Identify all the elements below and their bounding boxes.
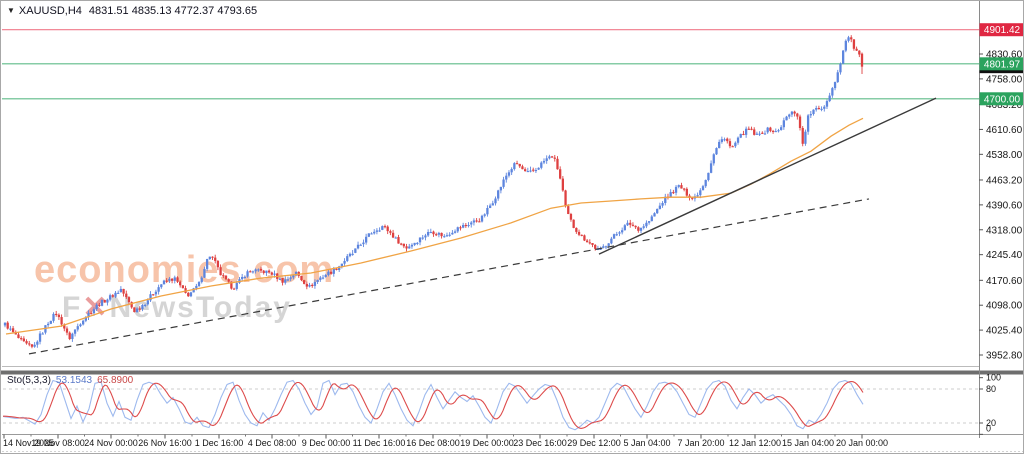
time-tick-label: 9 Dec 00:00 (302, 438, 351, 448)
time-tick-label: 4 Dec 08:00 (248, 438, 297, 448)
price-badge-price-level (979, 57, 1023, 71)
price-badge-resistance-line (979, 23, 1023, 37)
price-tick-label: 4098.00 (986, 301, 1023, 312)
stochastic-k-value: 53.1543 (55, 375, 93, 386)
price-badge-label: 4801.97 (984, 59, 1021, 70)
price-tick-label: 4025.40 (986, 326, 1023, 337)
price-tick-label: 4463.20 (986, 175, 1023, 186)
price-badge-label: 4901.42 (984, 25, 1021, 36)
ohlc-values: 4831.51 4835.13 4772.37 4793.65 (88, 5, 258, 17)
trendline-solid[interactable] (598, 97, 937, 255)
time-tick-label: 11 Dec 16:00 (353, 438, 406, 448)
watermark-sub-pre: F (62, 291, 83, 324)
price-tick-label: 4830.60 (986, 50, 1023, 61)
price-badge-support-line (979, 92, 1023, 106)
price-tick-label: 4538.00 (986, 150, 1023, 161)
stochastic-d-value: 65.8900 (97, 375, 134, 386)
stoch-d-line[interactable] (1, 380, 864, 429)
price-badge-label: 4700.00 (984, 94, 1021, 105)
time-tick-label: 29 Dec 12:00 (567, 438, 621, 448)
stochastic-label: Sto(5,3,3) 53.1543 65.8900 (7, 375, 133, 386)
stoch-tick-label: 100 (986, 373, 1001, 383)
watermark: economies.com F✕NewsToday (34, 251, 334, 323)
time-tick-label: 24 Nov 00:00 (84, 438, 138, 448)
stoch-tick-label: 20 (986, 418, 996, 428)
time-tick-label: 5 Jan 04:00 (623, 438, 670, 448)
chart-title: ▼ XAUUSD,H4 4831.51 4835.13 4772.37 4793.6… (7, 5, 257, 17)
price-tick-label: 4390.60 (986, 200, 1023, 211)
price-tick-label: 4758.00 (986, 74, 1023, 85)
symbol-dropdown-icon[interactable]: ▼ (7, 6, 15, 15)
price-tick-label: 4610.60 (986, 125, 1023, 136)
trendline-dashed[interactable] (28, 198, 870, 355)
price-axis: 4830.60 4758.00 4683.20 4610.60 4538.00 4463.… (979, 50, 1023, 361)
time-tick-label: 14 Nov 2025 (3, 438, 54, 448)
price-tick-label: 3952.80 (986, 350, 1023, 361)
time-tick-label: 15 Jan 04:00 (782, 438, 834, 448)
time-tick-label: 7 Jan 20:00 (677, 438, 724, 448)
time-tick-label: 20 Jan 00:00 (836, 438, 888, 448)
time-tick-label: 26 Nov 16:00 (138, 438, 192, 448)
time-tick-label: 23 Dec 16:00 (513, 438, 567, 448)
price-tick-label: 4170.60 (986, 276, 1023, 287)
price-tick-label: 4245.40 (986, 250, 1023, 261)
level-lines (2, 29, 979, 100)
stoch-k-line[interactable] (1, 379, 864, 431)
time-tick-label: 16 Dec 08:00 (406, 438, 460, 448)
price-tick-label: 4683.20 (986, 100, 1023, 111)
price-tick-label: 4318.00 (986, 225, 1023, 236)
time-tick-label: 19 Dec 00:00 (460, 438, 514, 448)
stoch-tick-label: 0 (986, 424, 991, 434)
time-tick-label: 19 Nov 08:00 (31, 438, 85, 448)
time-tick-label: 12 Jan 12:00 (729, 438, 781, 448)
symbol-timeframe-label: XAUUSD,H4 (18, 5, 82, 17)
panel-divider[interactable] (1, 370, 1024, 375)
stoch-tick-label: 80 (986, 384, 996, 394)
stochastic-name: Sto(5,3,3) (7, 375, 51, 386)
moving-average-line[interactable] (5, 117, 864, 335)
time-tick-label: 1 Dec 16:00 (195, 438, 244, 448)
